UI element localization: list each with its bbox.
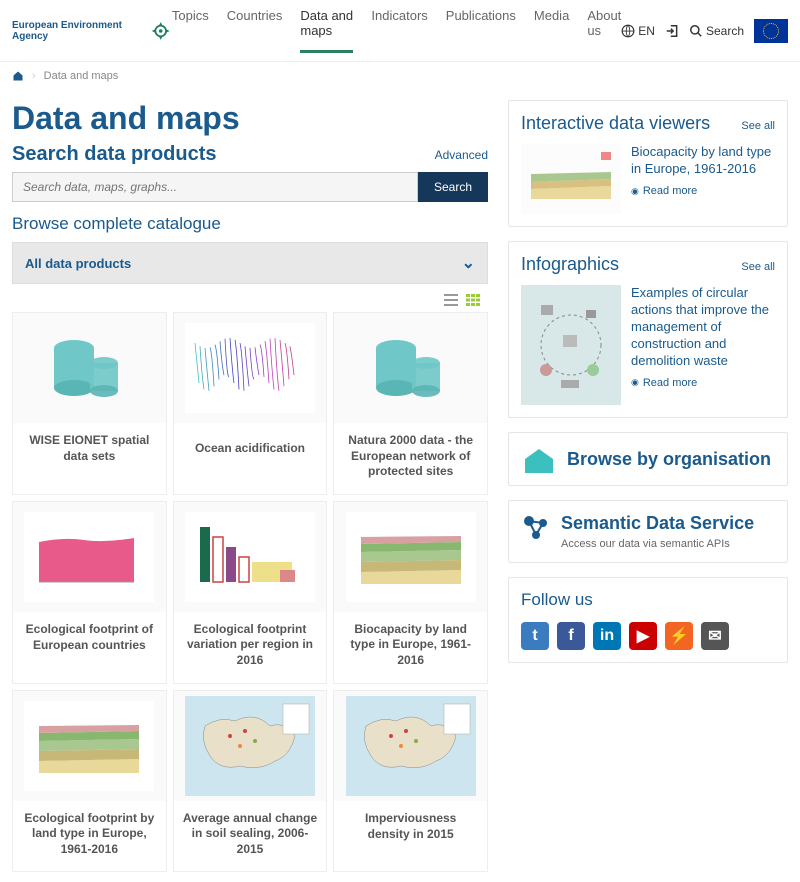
card-title: Imperviousness density in 2015 [334,801,487,857]
linkedin-icon[interactable]: in [593,622,621,650]
lang-label: EN [638,24,655,38]
browse-catalogue-link[interactable]: Browse complete catalogue [12,214,488,234]
filter-dropdown[interactable]: All data products ⌄ [12,242,488,284]
search-heading: Search data products [12,143,217,166]
card-thumb [13,502,166,612]
viewers-read-more[interactable]: ◉Read more [631,185,697,197]
organisation-icon [521,445,557,473]
product-card[interactable]: Ecological footprint by land type in Eur… [12,690,167,873]
card-thumb [334,502,487,612]
advanced-link[interactable]: Advanced [435,148,488,162]
infographics-item-link[interactable]: Examples of circular actions that improv… [631,285,775,369]
email-icon[interactable]: ✉ [701,622,729,650]
card-title: Average annual change in soil sealing, 2… [174,801,327,872]
logo-text: European Environment Agency [12,20,144,42]
social-links: tfin ▶ ⚡ ✉ [521,622,775,650]
follow-title: Follow us [521,590,775,610]
infographics-panel: Infographics See all Examples of circula… [508,241,788,418]
eea-logo-icon [150,19,171,43]
product-card[interactable]: Natura 2000 data - the European network … [333,312,488,495]
page-title: Data and maps [12,100,488,137]
search-submit-button[interactable]: Search [418,172,488,202]
infographics-read-more[interactable]: ◉Read more [631,377,697,389]
breadcrumb: › Data and maps [0,62,800,90]
list-view-icon[interactable] [444,294,458,306]
header-tools: EN Search [621,19,788,43]
product-card[interactable]: Ecological footprint variation per regio… [173,501,328,684]
infographics-title: Infographics [521,254,619,275]
login-icon [665,24,679,38]
card-thumb [334,313,487,423]
search-label: Search [706,24,744,38]
viewers-thumb[interactable] [521,144,621,214]
card-title: Natura 2000 data - the European network … [334,423,487,494]
organisation-panel[interactable]: Browse by organisation [508,432,788,486]
youtube-icon[interactable]: ▶ [629,622,657,650]
product-card[interactable]: Average annual change in soil sealing, 2… [173,690,328,873]
organisation-text: Browse by organisation [567,449,771,470]
card-title: Ecological footprint of European countri… [13,612,166,668]
grid-view-icon[interactable] [466,294,480,306]
viewers-item-link[interactable]: Biocapacity by land type in Europe, 1961… [631,144,775,178]
card-title: Ecological footprint by land type in Eur… [13,801,166,872]
card-title: Ecological footprint variation per regio… [174,612,327,683]
facebook-icon[interactable]: f [557,622,585,650]
card-thumb [334,691,487,801]
product-card[interactable]: Ecological footprint of European countri… [12,501,167,684]
card-thumb [174,313,327,423]
sds-sub: Access our data via semantic APIs [561,538,754,550]
rss-icon[interactable]: ⚡ [665,622,693,650]
card-title: Biocapacity by land type in Europe, 1961… [334,612,487,683]
card-thumb [13,691,166,801]
card-title: Ocean acidification [174,423,327,479]
card-thumb [13,313,166,423]
logo[interactable]: European Environment Agency [12,19,172,43]
nav-topics[interactable]: Topics [172,8,209,53]
home-icon[interactable] [12,70,24,82]
viewers-see-all[interactable]: See all [741,120,775,132]
viewers-title: Interactive data viewers [521,113,710,134]
eu-flag-icon[interactable] [754,19,788,43]
sds-title: Semantic Data Service [561,513,754,534]
nav-indicators[interactable]: Indicators [371,8,427,53]
sds-panel[interactable]: Semantic Data Service Access our data vi… [508,500,788,563]
infographics-see-all[interactable]: See all [741,261,775,273]
viewers-panel: Interactive data viewers See all Biocapa… [508,100,788,227]
globe-icon [621,24,635,38]
nav-media[interactable]: Media [534,8,569,53]
nav-data-maps[interactable]: Data and maps [300,8,353,53]
infographics-thumb[interactable] [521,285,621,405]
search-icon [689,24,703,38]
card-thumb [174,691,327,801]
products-grid: WISE EIONET spatial data setsOcean acidi… [12,312,488,872]
product-card[interactable]: Ocean acidification [173,312,328,495]
chevron-down-icon: ⌄ [462,253,475,273]
nav-countries[interactable]: Countries [227,8,283,53]
follow-panel: Follow us tfin ▶ ⚡ ✉ [508,577,788,663]
main-nav: Topics Countries Data and maps Indicator… [172,8,621,53]
top-bar: European Environment Agency Topics Count… [0,0,800,62]
language-selector[interactable]: EN [621,24,655,38]
product-card[interactable]: WISE EIONET spatial data sets [12,312,167,495]
sds-icon [521,513,551,543]
search-button[interactable]: Search [689,24,744,38]
login-button[interactable] [665,24,679,38]
twitter-icon[interactable]: t [521,622,549,650]
card-thumb [174,502,327,612]
search-input[interactable] [12,172,418,202]
card-title: WISE EIONET spatial data sets [13,423,166,479]
product-card[interactable]: Biocapacity by land type in Europe, 1961… [333,501,488,684]
breadcrumb-current: Data and maps [44,70,119,82]
filter-label: All data products [25,256,131,271]
product-card[interactable]: Imperviousness density in 2015 [333,690,488,873]
nav-about[interactable]: About us [587,8,621,53]
breadcrumb-sep: › [32,70,36,82]
nav-publications[interactable]: Publications [446,8,516,53]
